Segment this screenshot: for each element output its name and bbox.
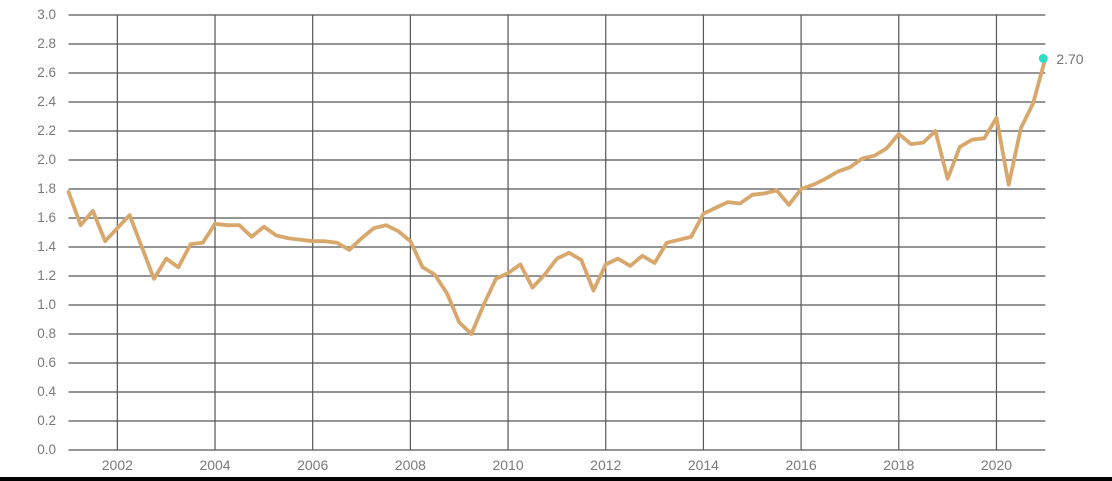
x-tick-label: 2012 bbox=[590, 457, 622, 473]
y-tick-label: 0.6 bbox=[37, 355, 56, 370]
y-tick-label: 0.4 bbox=[37, 384, 56, 399]
x-tick-label: 2014 bbox=[687, 457, 719, 473]
y-tick-label: 1.6 bbox=[37, 210, 56, 225]
y-tick-label: 3.0 bbox=[37, 7, 56, 22]
y-tick-label: 0.0 bbox=[37, 442, 56, 457]
y-tick-label: 0.8 bbox=[37, 326, 56, 341]
end-value-label: 2.70 bbox=[1056, 50, 1084, 67]
y-tick-label: 1.8 bbox=[37, 181, 56, 196]
y-tick-label: 2.2 bbox=[37, 123, 56, 138]
y-tick-label: 0.2 bbox=[37, 413, 56, 428]
y-tick-label: 2.4 bbox=[37, 94, 56, 109]
bottom-border-bar bbox=[0, 477, 1112, 481]
y-tick-label: 1.2 bbox=[37, 268, 56, 283]
x-tick-label: 2020 bbox=[980, 457, 1013, 473]
x-tick-label: 2018 bbox=[883, 457, 915, 473]
y-tick-label: 2.6 bbox=[37, 65, 56, 80]
y-tick-label: 2.8 bbox=[37, 36, 56, 51]
y-tick-label: 1.4 bbox=[37, 239, 56, 254]
x-tick-label: 2002 bbox=[101, 457, 133, 473]
x-tick-label: 2006 bbox=[297, 457, 329, 473]
y-tick-label: 1.0 bbox=[37, 297, 56, 312]
y-tick-label: 2.0 bbox=[37, 152, 56, 167]
data-line bbox=[66, 56, 1048, 336]
end-point-marker bbox=[1038, 54, 1048, 63]
x-tick-label: 2010 bbox=[492, 457, 524, 473]
x-tick-label: 2008 bbox=[394, 457, 426, 473]
x-tick-label: 2004 bbox=[199, 457, 231, 473]
x-tick-label: 2016 bbox=[785, 457, 817, 473]
